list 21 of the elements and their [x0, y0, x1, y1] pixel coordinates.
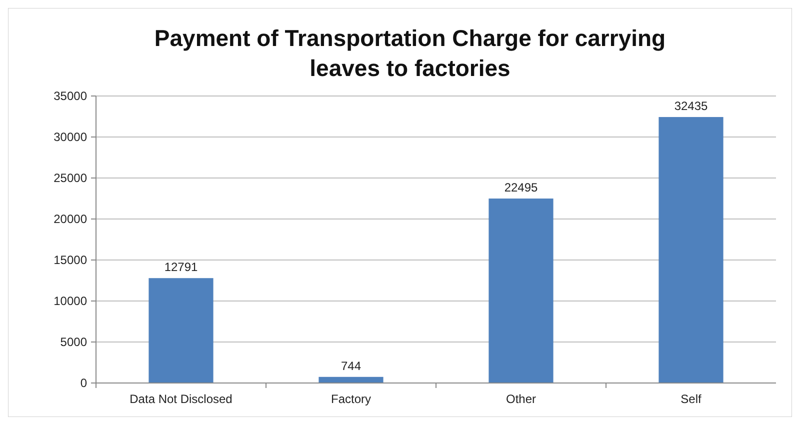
- bar: [488, 198, 554, 383]
- y-tick-label: 15000: [54, 253, 88, 268]
- data-label: 32435: [674, 99, 708, 114]
- y-tick-label: 10000: [54, 294, 88, 308]
- x-tick-label: Other: [506, 392, 536, 406]
- y-tick-label: 20000: [54, 212, 88, 226]
- y-tick-label: 35000: [54, 89, 88, 104]
- x-tick-label: Self: [680, 392, 702, 406]
- y-tick-label: 0: [80, 376, 88, 390]
- y-tick-label: 25000: [54, 171, 88, 186]
- chart-title: Payment of Transportation Charge for carrying leaves to factories: [154, 25, 666, 81]
- x-tick-label: Factory: [330, 392, 372, 406]
- bar: [318, 376, 384, 383]
- x-tick-label: Data Not Disclosed: [130, 392, 232, 406]
- bar: [658, 117, 724, 383]
- y-tick-label: 5000: [60, 335, 88, 350]
- data-label: 744: [340, 358, 362, 373]
- data-label: 22495: [504, 180, 538, 195]
- bar: [148, 278, 214, 383]
- data-label: 12791: [164, 260, 198, 274]
- y-tick-label: 30000: [54, 130, 88, 144]
